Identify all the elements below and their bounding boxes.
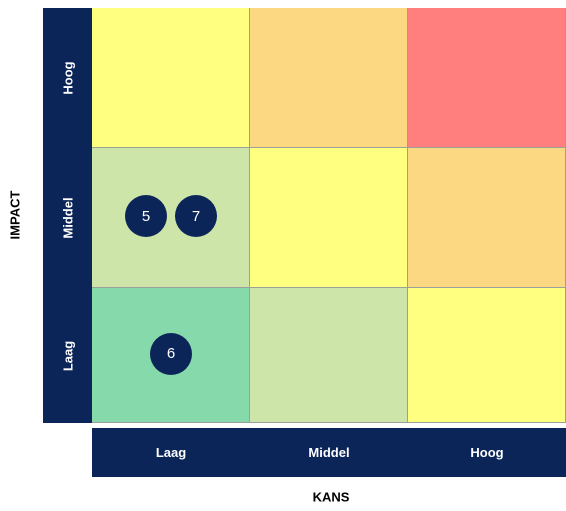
- matrix-cell-middel-middel: [250, 148, 408, 288]
- matrix-cell-laag-middel: [250, 288, 408, 423]
- impact-label-text: Hoog: [60, 61, 75, 95]
- matrix-cell-laag-hoog: [408, 288, 566, 423]
- matrix-cell-hoog-laag: [92, 8, 250, 148]
- impact-label-text: Laag: [60, 340, 75, 371]
- impact-label-hoog: Hoog: [43, 8, 92, 148]
- kans-label-laag: Laag: [155, 445, 187, 460]
- impact-axis-bar: Hoog Middel Laag: [43, 8, 92, 423]
- matrix-cell-middel-hoog: [408, 148, 566, 288]
- risk-marker-7: 7: [175, 195, 217, 237]
- matrix-cell-hoog-hoog: [408, 8, 566, 148]
- kans-axis-bar: Laag Middel Hoog: [92, 428, 566, 477]
- impact-label-laag: Laag: [43, 288, 92, 423]
- risk-marker-5: 5: [125, 195, 167, 237]
- risk-marker-6: 6: [150, 332, 192, 375]
- impact-label-middel: Middel: [43, 148, 92, 288]
- matrix-cell-hoog-middel: [250, 8, 408, 148]
- kans-label-hoog: Hoog: [470, 445, 504, 460]
- impact-label-text: Middel: [60, 197, 75, 239]
- kans-axis-title: KANS: [312, 489, 350, 505]
- kans-label-middel: Middel: [308, 445, 350, 460]
- matrix-cell-middel-laag: [92, 148, 250, 288]
- impact-axis-title-text: IMPACT: [7, 190, 23, 240]
